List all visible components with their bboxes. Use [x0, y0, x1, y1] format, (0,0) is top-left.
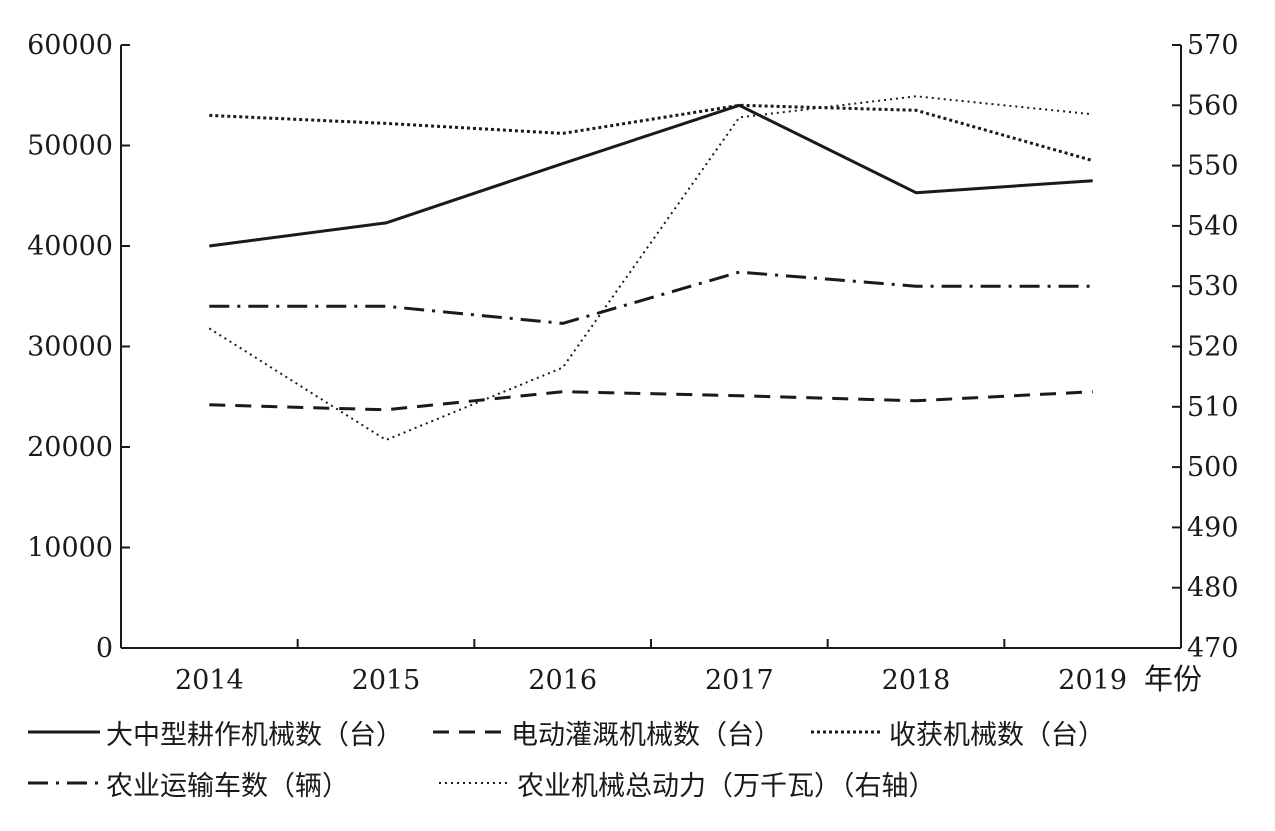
legend-row-2: 农业运输车数（辆） 农业机械总动力（万千瓦）（右轴） — [28, 763, 966, 803]
legend-label-harvest: 收获机械数（台） — [889, 719, 1105, 751]
right-tick-label: 470 — [1187, 633, 1239, 664]
x-tick-label: 2019 — [1058, 665, 1127, 696]
legend-label-transport: 农业运输车数（辆） — [106, 770, 349, 802]
chart-series — [208, 95, 1094, 441]
left-tick-label: 50000 — [27, 131, 113, 162]
legend-item-transport: 农业运输车数（辆） — [28, 764, 349, 803]
series-line-4 — [208, 95, 1093, 441]
legend-swatch-dash — [433, 730, 505, 734]
left-axis-ticks: 0 10000 20000 30000 40000 50000 60000 — [27, 30, 130, 664]
x-tick-label: 2017 — [705, 665, 774, 696]
legend-swatch-solid — [28, 730, 100, 734]
legend-label-irrigation: 电动灌溉机械数（台） — [511, 719, 781, 751]
right-tick-label: 500 — [1187, 452, 1239, 483]
left-tick-label: 30000 — [27, 332, 113, 363]
x-tick-label: 2014 — [175, 665, 244, 696]
x-tick-label: 2015 — [352, 665, 421, 696]
left-tick-label: 10000 — [27, 533, 113, 564]
right-tick-label: 570 — [1187, 30, 1239, 61]
left-tick-label: 20000 — [27, 432, 113, 463]
right-tick-label: 520 — [1187, 332, 1239, 363]
x-axis-ticks: 2014 2015 2016 2017 2018 2019 — [175, 639, 1127, 696]
left-tick-label: 40000 — [27, 231, 113, 262]
right-tick-label: 480 — [1187, 573, 1239, 604]
legend-item-harvest: 收获机械数（台） — [811, 713, 1105, 752]
series-line-1 — [209, 390, 1093, 412]
legend-row-1: 大中型耕作机械数（台） 电动灌溉机械数（台） 收获机械数（台） — [28, 712, 1135, 752]
right-tick-label: 540 — [1187, 211, 1239, 242]
right-tick-label: 550 — [1187, 151, 1239, 182]
x-tick-label: 2018 — [882, 665, 951, 696]
legend-item-power: 农业机械总动力（万千瓦）（右轴） — [439, 764, 936, 803]
legend-label-tillage: 大中型耕作机械数（台） — [106, 719, 403, 751]
right-axis-ticks: 470 480 490 500 510 520 530 540 550 560 570 — [1172, 30, 1239, 664]
right-tick-label: 490 — [1187, 512, 1239, 543]
series-line-2 — [209, 103, 1094, 163]
x-tick-label: 2016 — [528, 665, 597, 696]
line-chart: 0 10000 20000 30000 40000 50000 60000 470 480 49… — [27, 30, 1239, 696]
left-tick-label: 60000 — [27, 30, 113, 61]
legend-swatch-dense-dot — [811, 730, 883, 734]
right-tick-label: 530 — [1187, 271, 1239, 302]
legend-label-power: 农业机械总动力（万千瓦）（右轴） — [517, 770, 936, 802]
right-tick-label: 560 — [1187, 90, 1239, 121]
legend-swatch-dot — [439, 782, 511, 784]
legend-item-irrigation: 电动灌溉机械数（台） — [433, 713, 781, 752]
series-line-0 — [209, 103, 1093, 248]
left-tick-label: 0 — [96, 633, 113, 664]
legend-item-tillage: 大中型耕作机械数（台） — [28, 713, 403, 752]
right-tick-label: 510 — [1187, 392, 1239, 423]
series-line-3 — [209, 270, 1093, 325]
x-axis-unit-label: 年份 — [1144, 662, 1202, 696]
legend-swatch-dash-dot — [28, 781, 100, 785]
